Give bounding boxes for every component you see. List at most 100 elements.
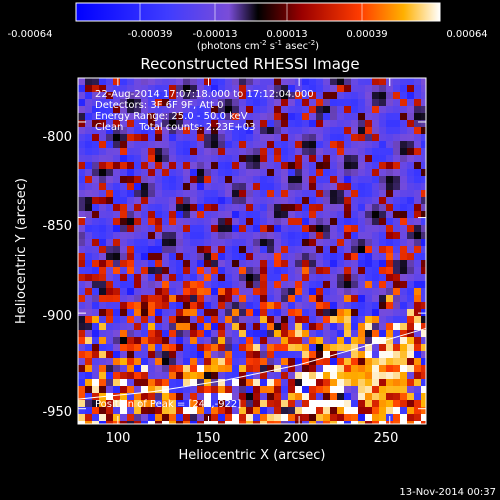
heatmap-cell (281, 92, 289, 100)
heatmap-cell (239, 141, 247, 149)
heatmap-cell (246, 267, 254, 275)
heatmap-cell (190, 232, 198, 240)
heatmap-cell (99, 323, 107, 331)
heatmap-cell (358, 337, 366, 345)
heatmap-cell (379, 302, 387, 310)
heatmap-cell (267, 113, 275, 121)
y-tick-label: -950 (42, 405, 72, 420)
heatmap-cell (183, 379, 191, 387)
heatmap-cell (211, 183, 219, 191)
heatmap-cell (379, 232, 387, 240)
heatmap-cell (407, 148, 415, 156)
heatmap-cell (295, 120, 303, 128)
heatmap-cell (211, 232, 219, 240)
heatmap-cell (400, 400, 408, 408)
heatmap-cell (211, 267, 219, 275)
heatmap-cell (260, 190, 268, 198)
heatmap-cell (386, 274, 394, 282)
heatmap-cell (302, 162, 310, 170)
heatmap-cell (106, 386, 114, 394)
heatmap-cell (141, 134, 149, 142)
heatmap-cell (281, 281, 289, 289)
heatmap-cell (183, 85, 191, 93)
heatmap-cell (204, 337, 212, 345)
heatmap-cell (141, 253, 149, 261)
heatmap-cell (372, 386, 380, 394)
heatmap-cell (344, 148, 352, 156)
heatmap-cell (183, 169, 191, 177)
heatmap-cell (106, 211, 114, 219)
heatmap-cell (183, 225, 191, 233)
heatmap-cell (239, 295, 247, 303)
heatmap-cell (330, 421, 338, 424)
heatmap-cell (155, 379, 163, 387)
heatmap-cell (113, 92, 121, 100)
heatmap-cell (323, 148, 331, 156)
heatmap-cell (330, 267, 338, 275)
heatmap-cell (197, 225, 205, 233)
heatmap-cell (295, 288, 303, 296)
heatmap-cell (344, 204, 352, 212)
heatmap-cell (141, 323, 149, 331)
heatmap-cell (393, 134, 401, 142)
heatmap-cell (155, 190, 163, 198)
heatmap-cell (120, 92, 128, 100)
heatmap-cell (204, 148, 212, 156)
heatmap-cell (232, 148, 240, 156)
heatmap-cell (407, 120, 415, 128)
heatmap-cell (393, 190, 401, 198)
heatmap-cell (106, 295, 114, 303)
heatmap-cell (281, 372, 289, 380)
heatmap-cell (218, 358, 226, 366)
heatmap-cell (407, 183, 415, 191)
heatmap-cell (323, 246, 331, 254)
heatmap-cell (260, 197, 268, 205)
heatmap-cell (197, 330, 205, 338)
heatmap-cell (78, 267, 86, 275)
heatmap-cell (372, 134, 380, 142)
heatmap-cell (92, 92, 100, 100)
heatmap-cell (246, 281, 254, 289)
heatmap-cell (260, 183, 268, 191)
heatmap-cell (309, 386, 317, 394)
heatmap-cell (113, 393, 121, 401)
heatmap-cell (183, 421, 191, 424)
heatmap-cell (225, 148, 233, 156)
heatmap-cell (302, 211, 310, 219)
heatmap-cell (260, 141, 268, 149)
heatmap-cell (106, 148, 114, 156)
heatmap-cell (414, 225, 422, 233)
heatmap-cell (400, 344, 408, 352)
heatmap-cell (120, 393, 128, 401)
heatmap-cell (316, 106, 324, 114)
heatmap-cell (239, 344, 247, 352)
heatmap-cell (204, 400, 212, 408)
heatmap-cell (274, 288, 282, 296)
heatmap-cell (169, 344, 177, 352)
heatmap-cell (351, 295, 359, 303)
heatmap-cell (99, 421, 107, 424)
heatmap-cell (190, 281, 198, 289)
heatmap-cell (134, 141, 142, 149)
heatmap-cell (316, 190, 324, 198)
heatmap-cell (148, 204, 156, 212)
heatmap-cell (134, 134, 142, 142)
heatmap-cell (78, 120, 86, 128)
heatmap-cell (330, 393, 338, 401)
heatmap-cell (267, 400, 275, 408)
heatmap-cell (218, 393, 226, 401)
heatmap-cell (365, 414, 373, 422)
heatmap-cell (274, 393, 282, 401)
heatmap-cell (155, 218, 163, 226)
heatmap-cell (393, 232, 401, 240)
heatmap-cell (162, 302, 170, 310)
heatmap-cell (302, 78, 310, 86)
heatmap-cell (316, 113, 324, 121)
heatmap-cell (414, 302, 422, 310)
heatmap-cell (120, 176, 128, 184)
heatmap-cell (288, 204, 296, 212)
heatmap-cell (337, 246, 345, 254)
heatmap-cell (246, 386, 254, 394)
heatmap-cell (113, 127, 121, 135)
heatmap-cell (372, 316, 380, 324)
